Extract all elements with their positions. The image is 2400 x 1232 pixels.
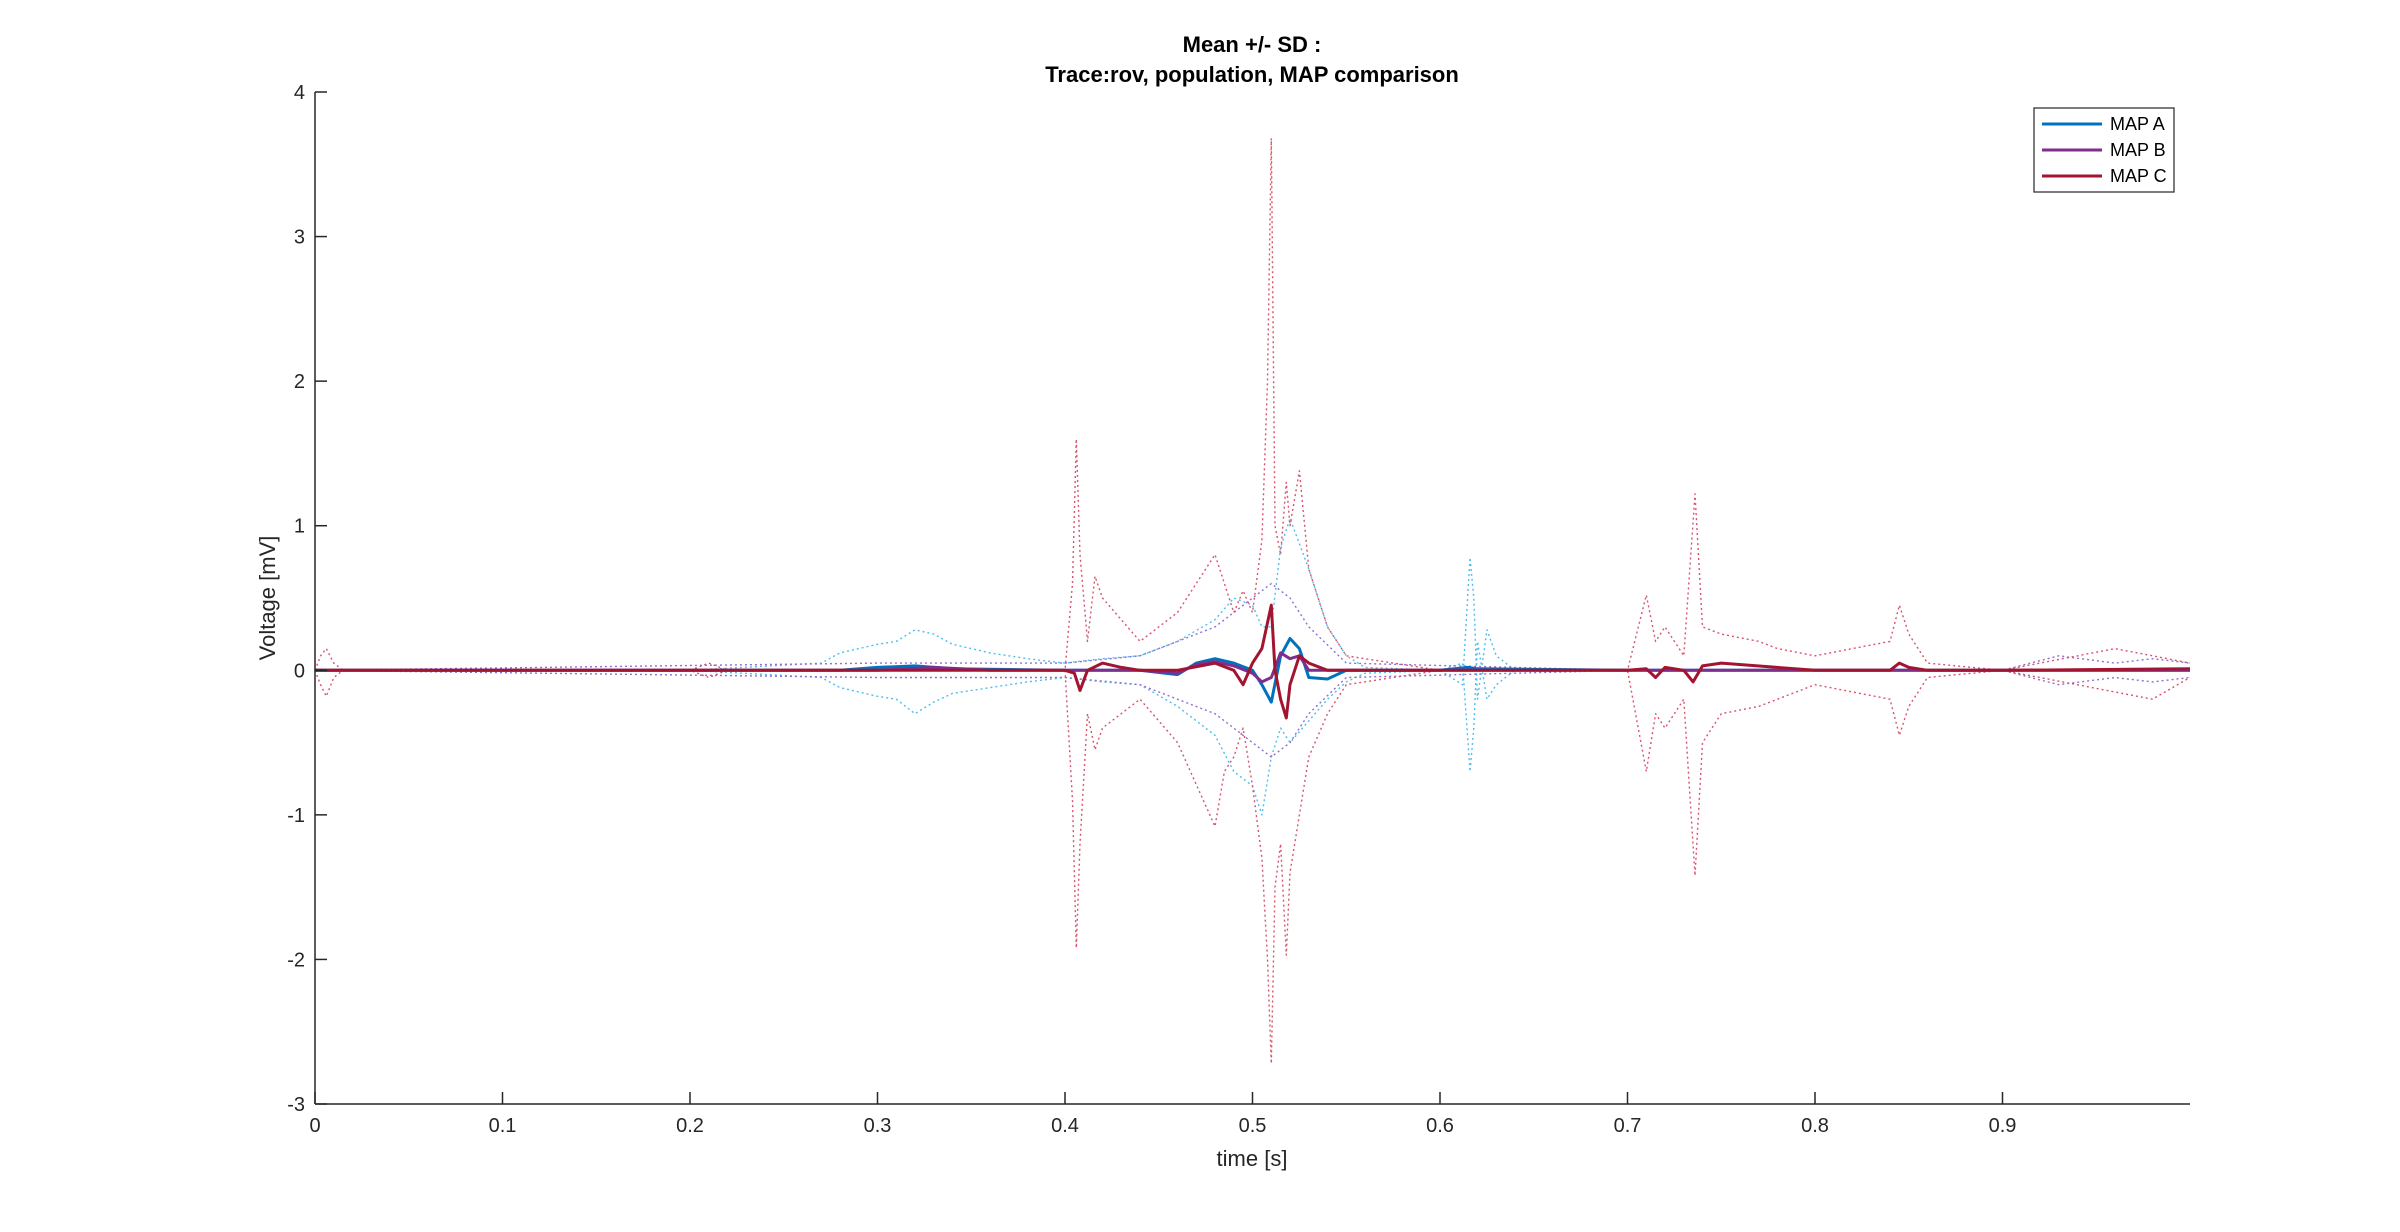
series-line-sd-7 xyxy=(314,137,2191,671)
x-axis-label: time [s] xyxy=(1217,1146,1288,1171)
x-tick-label: 0.7 xyxy=(1614,1115,1642,1137)
y-tick-label: 1 xyxy=(294,516,305,538)
y-tick-label: -2 xyxy=(287,949,305,971)
series-line-sd-8 xyxy=(314,669,2191,1065)
x-tick-label: 0.8 xyxy=(1801,1115,1829,1137)
legend-items: MAP A MAP B MAP C xyxy=(2042,114,2167,186)
plot-background xyxy=(315,92,2190,1104)
x-tick-label: 0 xyxy=(309,1115,320,1137)
series-line-sd-4 xyxy=(314,582,2191,671)
y-ticks: -3 -2 -1 0 1 2 3 4 xyxy=(287,82,327,1116)
series-line-sd-2 xyxy=(315,640,2190,816)
x-tick-label: 0.9 xyxy=(1989,1115,2017,1137)
x-ticks: 0 0.1 0.2 0.3 0.4 0.5 0.6 0.7 0.8 0.9 xyxy=(309,1092,2016,1137)
y-tick-label: 4 xyxy=(294,82,305,104)
series-layer xyxy=(314,137,2191,1065)
legend-entry-label: MAP A xyxy=(2110,114,2165,134)
y-tick-label: 2 xyxy=(294,371,305,393)
legend-entry-label: MAP B xyxy=(2110,140,2166,160)
chart-subtitle: Trace:rov, population, MAP comparison xyxy=(1045,62,1459,87)
y-tick-label: 0 xyxy=(294,660,305,682)
series-line-sd-5 xyxy=(314,669,2191,758)
y-tick-label: -1 xyxy=(287,805,305,827)
x-tick-label: 0.6 xyxy=(1426,1115,1454,1137)
x-tick-label: 0.3 xyxy=(864,1115,892,1137)
chart-title: Mean +/- SD : xyxy=(1183,32,1322,57)
series-line-mean-6 xyxy=(315,603,2191,720)
y-tick-label: 3 xyxy=(294,227,305,249)
y-axis-label: Voltage [mV] xyxy=(255,536,280,661)
legend-entry-label: MAP C xyxy=(2110,166,2167,186)
x-tick-label: 0.4 xyxy=(1051,1115,1079,1137)
x-tick-label: 0.5 xyxy=(1239,1115,1267,1137)
legend: MAP A MAP B MAP C xyxy=(2033,107,2175,193)
x-tick-label: 0.1 xyxy=(489,1115,517,1137)
x-tick-label: 0.2 xyxy=(676,1115,704,1137)
y-tick-label: -3 xyxy=(287,1094,305,1116)
